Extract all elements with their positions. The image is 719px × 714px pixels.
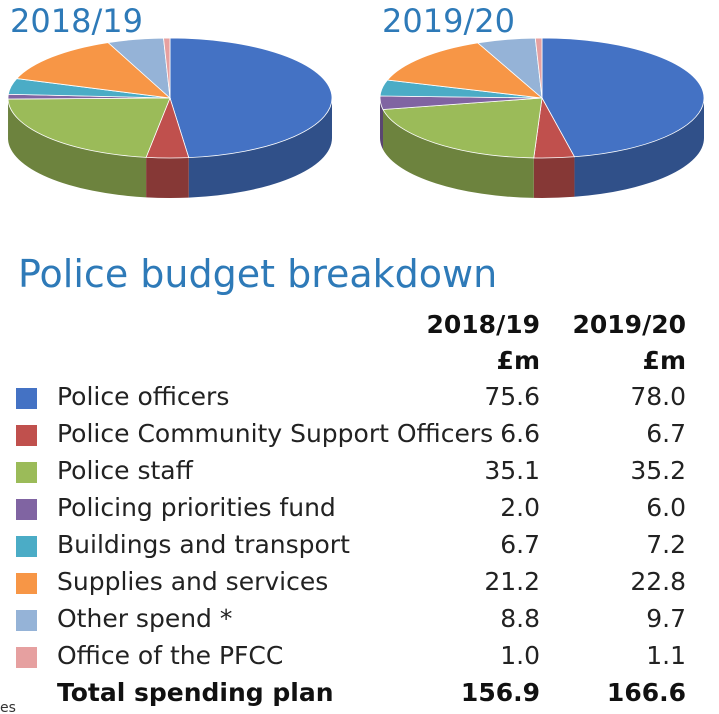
total-2018-19: 156.9	[460, 678, 540, 707]
value-2019-20: 35.2	[630, 456, 686, 485]
row-label: Buildings and transport	[57, 530, 350, 559]
table-row-priorities-fund: Policing priorities fund 2.0 6.0	[0, 491, 719, 527]
table-row-police-staff: Police staff 35.1 35.2	[0, 454, 719, 490]
pie-slice-side-police-staff	[383, 109, 534, 198]
pie-title-2018-19: 2018/19	[10, 2, 143, 40]
column-unit-2019-20: £m	[642, 346, 686, 375]
value-2018-19: 6.7	[500, 530, 540, 559]
value-2019-20: 78.0	[630, 382, 686, 411]
pie-slice-police-staff	[7, 97, 171, 158]
pie-slice-side-pcso	[533, 156, 575, 199]
pie-slice-supplies-services	[386, 42, 544, 99]
pie-1	[379, 37, 705, 199]
legend-swatch	[16, 573, 37, 594]
value-2018-19: 8.8	[500, 604, 540, 633]
value-2019-20: 7.2	[646, 530, 686, 559]
table-row-police-officers: Police officers 75.6 78.0	[0, 380, 719, 416]
row-label: Supplies and services	[57, 567, 329, 596]
total-label: Total spending plan	[57, 678, 334, 707]
total-2019-20: 166.6	[606, 678, 686, 707]
value-2019-20: 6.0	[646, 493, 686, 522]
row-label: Police officers	[57, 382, 230, 411]
pie-slice-side-police-officers	[574, 98, 704, 197]
pie-title-2019-20: 2019/20	[382, 2, 515, 40]
column-header-2018-19: 2018/19	[426, 310, 540, 339]
table-row-buildings-transport: Buildings and transport 6.7 7.2	[0, 528, 719, 564]
pie-charts	[7, 37, 705, 199]
value-2018-19: 6.6	[500, 419, 540, 448]
table-row-other-spend: Other spend * 8.8 9.7	[0, 602, 719, 638]
row-label: Other spend *	[57, 604, 233, 633]
legend-swatch	[16, 425, 37, 446]
pie-slice-office-pfcc	[534, 37, 543, 99]
value-2019-20: 22.8	[630, 567, 686, 596]
table-row-office-pfcc: Office of the PFCC 1.0 1.1	[0, 639, 719, 675]
table-row-supplies-services: Supplies and services 21.2 22.8	[0, 565, 719, 601]
pie-slice-police-staff	[382, 97, 543, 159]
value-2019-20: 6.7	[646, 419, 686, 448]
pie-slice-police-officers	[541, 37, 705, 158]
pie-slice-police-officers	[169, 37, 333, 159]
pie-slice-supplies-services	[15, 42, 172, 99]
legend-swatch	[16, 536, 37, 557]
column-header-2019-20: 2019/20	[572, 310, 686, 339]
table-row-pcso: Police Community Support Officers 6.6 6.…	[0, 417, 719, 453]
pie-slice-side-priorities-fund	[380, 98, 384, 150]
legend-swatch	[16, 647, 37, 668]
value-2018-19: 35.1	[484, 456, 540, 485]
value-2018-19: 2.0	[500, 493, 540, 522]
value-2018-19: 21.2	[484, 567, 540, 596]
row-label: Police staff	[57, 456, 193, 485]
value-2018-19: 1.0	[500, 641, 540, 670]
pie-0	[7, 37, 333, 198]
legend-swatch	[16, 462, 37, 483]
page-title: Police budget breakdown	[18, 252, 498, 296]
pie-slice-office-pfcc	[163, 37, 171, 99]
row-label: Policing priorities fund	[57, 493, 336, 522]
clipped-text-fragment: es	[0, 700, 16, 714]
value-2018-19: 75.6	[484, 382, 540, 411]
pie-slice-side-pcso	[146, 157, 189, 198]
column-unit-2018-19: £m	[496, 346, 540, 375]
value-2019-20: 1.1	[646, 641, 686, 670]
pie-slice-side-police-staff	[8, 99, 147, 198]
table-row-total: Total spending plan 156.9 166.6	[0, 676, 719, 712]
row-label: Office of the PFCC	[57, 641, 284, 670]
row-label: Police Community Support Officers	[57, 419, 494, 448]
legend-swatch	[16, 610, 37, 631]
value-2019-20: 9.7	[646, 604, 686, 633]
legend-swatch	[16, 499, 37, 520]
legend-swatch	[16, 388, 37, 409]
